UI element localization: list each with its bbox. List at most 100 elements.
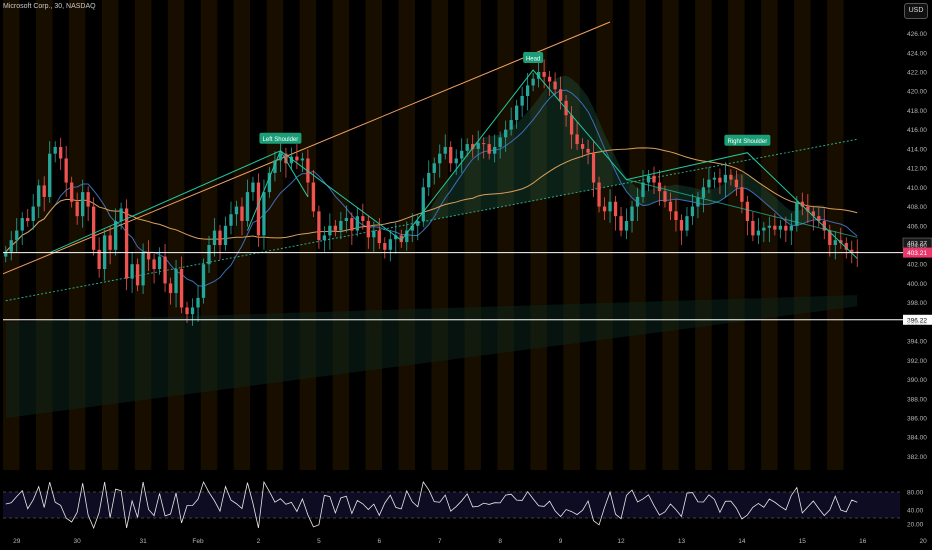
candle-body: [476, 143, 480, 149]
candle-body: [366, 220, 370, 238]
candle-body: [504, 129, 508, 138]
candle-body: [240, 206, 244, 221]
time-axis[interactable]: 29 30 31 Feb 2 5 6 7 8 9 12 13 14 15 16 20: [13, 538, 927, 545]
rsi-pane: 80.00 40.00 20.00: [3, 480, 924, 530]
time-tick: 7: [438, 538, 442, 545]
price-levels: 403.27 403.21 396.22: [3, 237, 932, 325]
candle-body: [410, 225, 414, 231]
dotted-trendline: [5, 138, 858, 302]
candle-body: [569, 115, 574, 135]
candle-body: [185, 307, 189, 315]
candle-body: [31, 206, 35, 221]
candle-body: [152, 259, 156, 270]
candle-body: [333, 225, 338, 231]
price-tick: 402.00: [907, 262, 927, 269]
candle-body: [493, 146, 497, 154]
candle-body: [471, 144, 475, 149]
price-tick: 400.00: [907, 281, 927, 288]
indicator-fills: [5, 75, 858, 419]
left-shoulder-tag: [259, 132, 302, 144]
candle-body: [707, 179, 711, 188]
candle-body: [531, 78, 535, 86]
candle-body: [454, 158, 458, 164]
time-tick: 9: [559, 538, 563, 545]
candle-body: [190, 307, 195, 315]
candle-body: [421, 187, 425, 221]
head-tag: [523, 52, 544, 64]
time-tick: 8: [498, 538, 502, 545]
price-tick: 396.00: [907, 319, 927, 326]
candle-body: [635, 196, 640, 207]
time-tick: 5: [317, 538, 321, 545]
session-band: [167, 0, 185, 470]
price-tick: 408.00: [907, 204, 927, 211]
candle-body: [536, 71, 541, 79]
candle-body: [124, 208, 129, 279]
candle-body: [817, 216, 821, 221]
candle-body: [267, 172, 272, 193]
candle-body: [278, 153, 283, 161]
candle-body: [388, 239, 392, 250]
candle-body: [317, 211, 321, 241]
candle-body: [674, 211, 678, 221]
candle-body: [460, 150, 464, 159]
candle-body: [300, 158, 305, 161]
candle-body: [822, 220, 826, 231]
candle-body: [751, 220, 755, 236]
time-tick: 2: [257, 538, 261, 545]
candle-body: [75, 201, 79, 217]
candle-body: [394, 235, 398, 240]
candle-body: [696, 197, 700, 207]
session-band: [629, 0, 646, 470]
candle-body: [608, 201, 612, 212]
price-axis[interactable]: 382.00 384.00 386.00 388.00 390.00 392.00 394.…: [907, 31, 927, 461]
price-tick: 404.00: [907, 243, 927, 250]
session-band: [497, 0, 514, 470]
candle-body: [311, 182, 316, 212]
candle-body: [245, 192, 250, 221]
price-tick: 398.00: [907, 300, 927, 307]
candle-body: [844, 243, 848, 250]
candle-body: [135, 264, 140, 286]
candle-body: [37, 185, 41, 207]
price-tick: 388.00: [907, 396, 927, 403]
marker-label: 403.27: [907, 241, 927, 248]
head-and-shoulders-pattern[interactable]: Left Shoulder Head Right Shoulder: [49, 52, 858, 259]
candle-body: [619, 216, 623, 231]
time-tick: 31: [139, 538, 147, 545]
price-tick: 424.00: [907, 50, 927, 57]
candle-body: [449, 146, 453, 164]
candle-body: [498, 137, 502, 147]
candle-body: [372, 230, 376, 238]
candle-body: [262, 192, 266, 236]
currency-button[interactable]: USD: [904, 3, 928, 19]
candle-body: [218, 230, 222, 245]
candle-body: [9, 240, 13, 252]
candle-body: [322, 235, 327, 241]
price-tick: 406.00: [907, 223, 927, 230]
session-band: [35, 0, 53, 470]
candle-body: [586, 148, 590, 153]
right-shoulder-label: Right Shoulder: [728, 139, 768, 145]
candle-body: [201, 264, 206, 298]
candle-body: [251, 182, 255, 193]
candle-body: [811, 211, 815, 217]
candle-body: [174, 269, 178, 294]
price-tick: 414.00: [907, 146, 927, 153]
price-tick: 410.00: [907, 185, 927, 192]
candle-body: [553, 81, 557, 90]
candle-body: [542, 71, 546, 77]
candle-body: [646, 175, 651, 183]
candle-body: [833, 240, 837, 245]
session-band: [563, 0, 580, 470]
session-band: [695, 0, 712, 470]
support-tag: [903, 314, 932, 325]
time-tick: 29: [13, 538, 21, 545]
candle-body: [641, 182, 645, 197]
price-tick: 392.00: [907, 358, 927, 365]
candle-body: [284, 153, 288, 164]
candle-body: [580, 144, 585, 149]
candle-body: [234, 206, 239, 215]
time-tick: 30: [74, 538, 82, 545]
